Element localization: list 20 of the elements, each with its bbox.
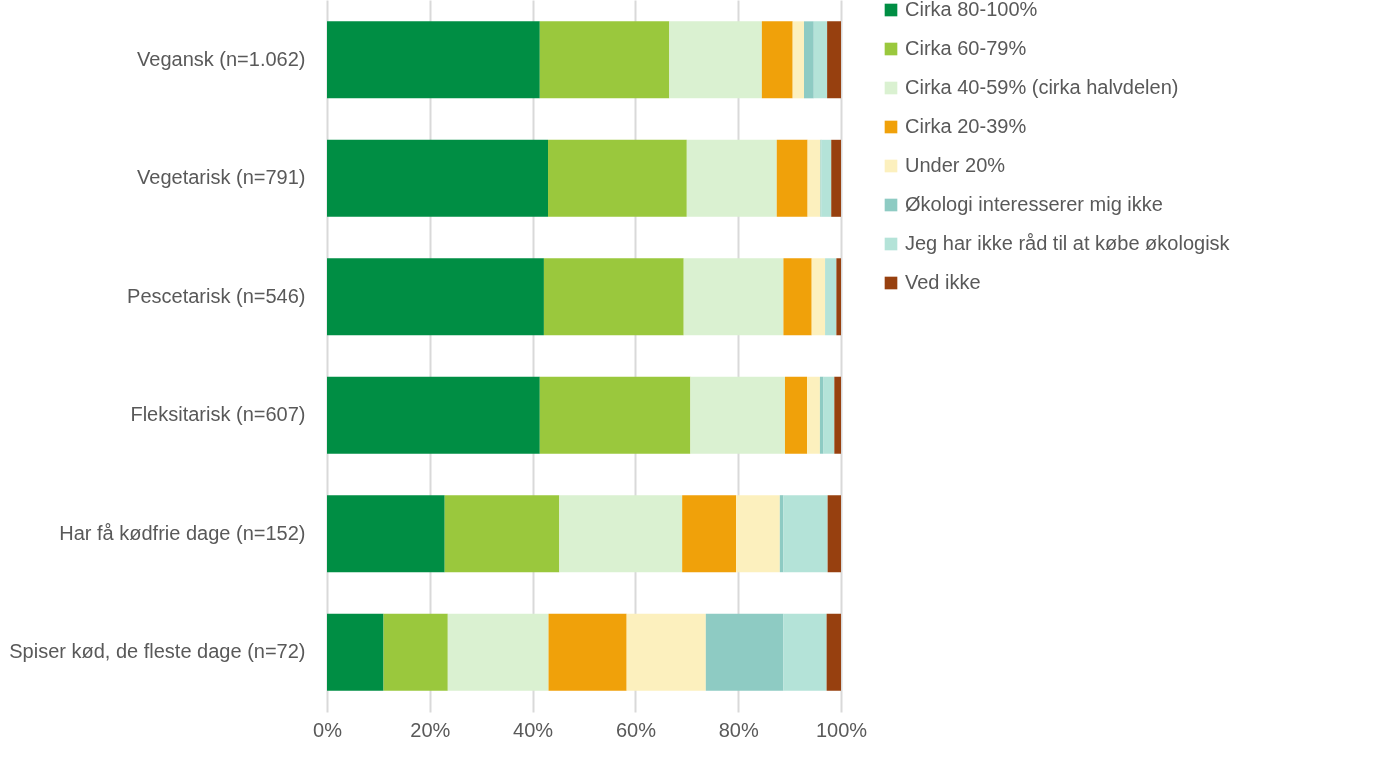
- x-tick-label: 100%: [815, 718, 868, 741]
- y-tick-label: Fleksitarisk (n=607): [130, 403, 306, 426]
- x-tick-label: 60%: [615, 718, 657, 741]
- x-tick-label: 0%: [313, 718, 343, 741]
- legend-label: Cirka 60-79%: [905, 37, 1027, 59]
- legend-label: Cirka 40-59% (cirka halvdelen): [905, 76, 1179, 98]
- y-tick-label: Pescetarisk (n=546): [127, 284, 306, 307]
- legend-label: Cirka 20-39%: [905, 115, 1027, 137]
- y-tick-label: Vegetarisk (n=791): [137, 166, 306, 189]
- y-tick-label: Spiser kød, de fleste dage (n=72): [9, 640, 306, 663]
- x-tick-label: 80%: [718, 718, 759, 741]
- x-tick-label: 20%: [410, 718, 451, 741]
- y-tick-label: Vegansk (n=1.062): [137, 47, 306, 70]
- x-tick-label: 40%: [513, 718, 554, 741]
- legend-label: Ved ikke: [905, 271, 981, 293]
- legend-label: Under 20%: [905, 154, 1006, 176]
- y-tick-label: Har få kødfrie dage (n=152): [59, 521, 306, 544]
- legend-label: Cirka 80-100%: [905, 0, 1038, 20]
- legend-label: Jeg har ikke råd til at købe økologisk: [905, 232, 1231, 254]
- legend-label: Økologi interesserer mig ikke: [905, 193, 1163, 215]
